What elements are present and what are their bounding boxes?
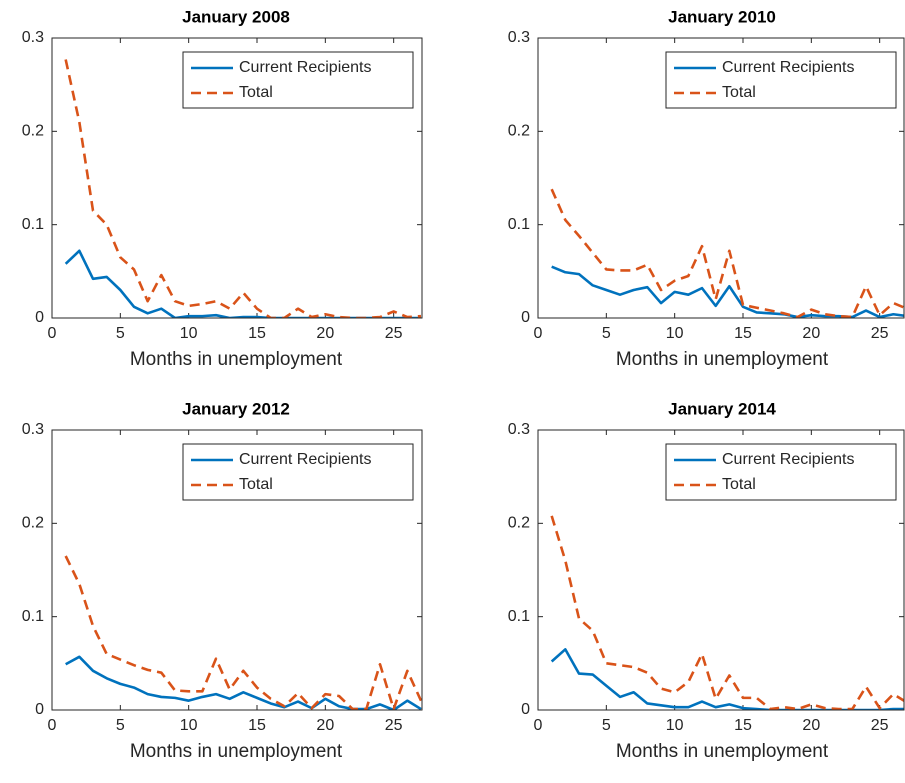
subplot: 0 0.1 0.2 0.3 0 5 10 15 20 25 January 2008 Months i… <box>22 7 423 370</box>
x-axis-label: Months in unemployment <box>130 349 343 370</box>
y-tick-label: 0.2 <box>508 123 530 140</box>
x-tick-label: 5 <box>602 717 611 734</box>
subplot: 0 0.1 0.2 0.3 0 5 10 15 20 25 January 2012 Months i… <box>22 399 423 762</box>
x-tick-label: 25 <box>385 325 403 342</box>
x-tick-label: 25 <box>871 717 889 734</box>
legend-label: Total <box>722 84 756 101</box>
x-tick-label: 5 <box>602 325 611 342</box>
x-tick-label: 0 <box>534 325 543 342</box>
x-tick-label: 25 <box>385 717 403 734</box>
x-tick-label: 15 <box>248 717 266 734</box>
legend-box <box>665 443 897 501</box>
series-line <box>64 555 422 710</box>
legend-label: Total <box>239 476 273 493</box>
chart-title: January 2014 <box>668 399 776 418</box>
series-line <box>550 515 904 710</box>
y-tick-label: 0 <box>35 309 44 326</box>
y-tick-label: 0.1 <box>508 216 530 233</box>
series-line <box>550 188 904 318</box>
series-line <box>65 655 422 710</box>
y-tick-label: 0.3 <box>508 421 530 438</box>
x-tick-label: 20 <box>802 717 820 734</box>
axes-box <box>51 37 423 319</box>
y-tick-label: 0 <box>35 701 44 718</box>
legend-label: Current Recipients <box>239 59 372 76</box>
x-tick-label: 10 <box>666 325 684 342</box>
y-tick-label: 0 <box>521 309 530 326</box>
x-tick-label: 10 <box>666 717 684 734</box>
legend-label: Current Recipients <box>239 451 372 468</box>
x-tick-label: 0 <box>534 717 543 734</box>
chart-title: January 2012 <box>182 399 290 418</box>
axes-box <box>537 37 905 319</box>
x-tick-label: 20 <box>802 325 820 342</box>
legend-box <box>182 443 414 501</box>
y-tick-label: 0.2 <box>22 515 44 532</box>
x-tick-label: 0 <box>48 325 57 342</box>
y-tick-label: 0.3 <box>22 29 44 46</box>
y-tick-label: 0.1 <box>22 608 44 625</box>
x-tick-label: 15 <box>734 325 752 342</box>
legend-label: Total <box>239 84 273 101</box>
x-tick-label: 5 <box>116 717 125 734</box>
axes-box <box>51 429 423 711</box>
y-tick-label: 0.2 <box>508 515 530 532</box>
x-tick-label: 10 <box>180 325 198 342</box>
y-tick-label: 0 <box>521 701 530 718</box>
y-tick-label: 0.1 <box>508 608 530 625</box>
x-tick-label: 25 <box>871 325 889 342</box>
x-tick-label: 20 <box>316 325 334 342</box>
x-tick-label: 20 <box>316 717 334 734</box>
y-tick-label: 0.3 <box>22 421 44 438</box>
legend-box <box>665 51 897 109</box>
subplot: 0 0.1 0.2 0.3 0 5 10 15 20 25 January 2010 Months i… <box>508 7 905 370</box>
x-tick-label: 15 <box>248 325 266 342</box>
x-axis-label: Months in unemployment <box>616 741 829 762</box>
subplot: 0 0.1 0.2 0.3 0 5 10 15 20 25 January 2014 Months i… <box>508 399 905 762</box>
legend-label: Current Recipients <box>722 451 855 468</box>
legend-box <box>182 51 414 109</box>
axes-box <box>537 429 905 711</box>
legend-label: Total <box>722 476 756 493</box>
x-tick-label: 15 <box>734 717 752 734</box>
legend-label: Current Recipients <box>722 59 855 76</box>
series-line <box>550 648 904 710</box>
x-axis-label: Months in unemployment <box>616 349 829 370</box>
y-tick-label: 0.3 <box>508 29 530 46</box>
chart-title: January 2008 <box>182 7 290 26</box>
chart-title: January 2010 <box>668 7 776 26</box>
series-line <box>64 59 422 318</box>
y-tick-label: 0.2 <box>22 123 44 140</box>
series-line <box>64 249 421 318</box>
x-axis-label: Months in unemployment <box>130 741 343 762</box>
x-tick-label: 10 <box>180 717 198 734</box>
x-tick-label: 5 <box>116 325 125 342</box>
y-tick-label: 0.1 <box>22 216 44 233</box>
x-tick-label: 0 <box>48 717 57 734</box>
